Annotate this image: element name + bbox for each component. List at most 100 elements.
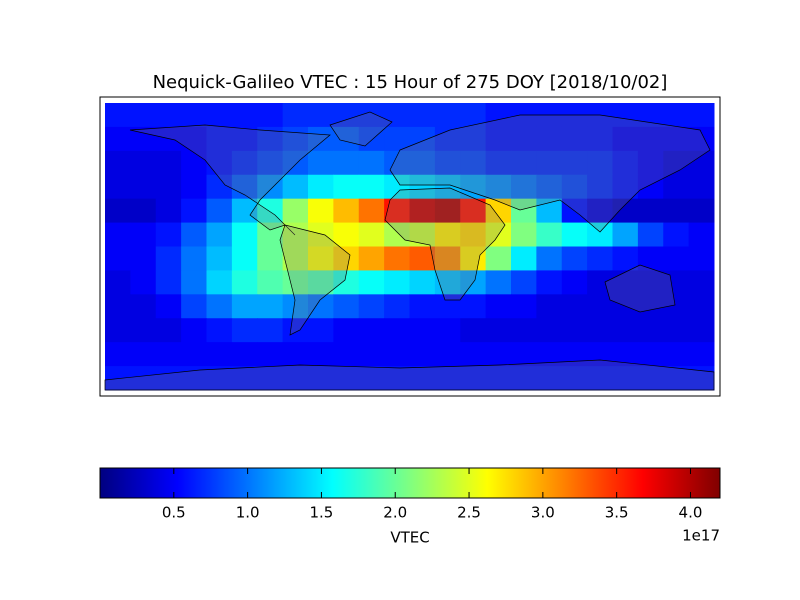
colorbar-ticks: 0.5 1.0 1.5 2.0 2.5 3.0 3.5 4.0 [162,468,703,522]
coastlines [104,111,715,391]
heat-cell [358,198,385,224]
colorbar-tick-label: 3.5 [605,504,629,522]
heat-cell [308,150,334,176]
heat-cell [409,126,436,152]
heat-cell [206,318,233,343]
heat-cell [688,318,715,343]
heat-cell [282,294,309,319]
heat-cell [181,342,207,367]
heat-cell [485,342,512,367]
heat-cell [333,318,360,343]
heat-cell [282,366,309,391]
heat-cell [333,150,360,176]
heat-cell [308,174,334,200]
heat-cell [130,198,157,224]
heat-cell [282,270,309,295]
heat-cell [257,270,284,295]
heat-cell [231,246,258,271]
heat-cell [105,270,131,295]
heat-cell [231,198,258,224]
heat-cell [181,222,207,247]
heat-cell [105,126,131,152]
heat-cell [181,174,207,200]
heat-cell [181,246,207,271]
heat-cell [358,103,385,128]
heat-cell [511,294,537,319]
heat-cell [231,366,258,391]
heat-cell [434,103,461,128]
heat-cell [308,318,334,343]
heat-cell [536,294,563,319]
heat-cell [637,366,664,391]
heat-cell [206,103,233,128]
heat-cell [308,366,334,391]
heat-cell [587,294,613,319]
colorbar-tick-label: 4.0 [679,504,703,522]
heat-cell [460,126,487,152]
heat-cell [561,222,588,247]
heat-cell [434,150,461,176]
north-america [129,124,331,236]
heat-cell [358,270,385,295]
heat-cell [282,150,309,176]
heat-cell [663,174,690,200]
heat-cell [587,150,613,176]
heat-cell [206,222,233,247]
heat-cell [105,198,131,224]
heat-cell [511,174,537,200]
heat-cell [105,103,131,128]
heat-cell [206,246,233,271]
antarctica [104,359,715,391]
heat-cell [536,366,563,391]
heat-cell [587,270,613,295]
heat-cell [587,246,613,271]
heat-cell [511,246,537,271]
heat-cell [155,246,182,271]
heat-cell [460,294,487,319]
heat-cell [105,294,131,319]
heat-cell [333,198,360,224]
heat-cell [511,318,537,343]
heat-cell [333,126,360,152]
heat-cell [561,318,588,343]
south-america [279,224,351,336]
heat-cell [663,198,690,224]
heat-cell [434,318,461,343]
heat-cell [105,222,131,247]
heat-cell [384,294,410,319]
heat-cell [485,270,512,295]
heat-cell [358,222,385,247]
heat-cell [333,103,360,128]
heat-cell [105,342,131,367]
eurasia [389,114,711,233]
heat-cell [434,222,461,247]
colorbar-tick-label: 2.5 [457,504,481,522]
colorbar-label: VTEC [390,529,429,547]
heat-cell [206,366,233,391]
heat-cell [308,270,334,295]
heat-cell [561,150,588,176]
heat-cell [206,198,233,224]
heat-cell [409,103,436,128]
heat-cell [409,318,436,343]
heat-cell [358,318,385,343]
heat-cell [637,103,664,128]
heat-cell [130,246,157,271]
heat-cell [231,270,258,295]
heat-cell [409,174,436,200]
heat-cell [511,150,537,176]
heat-cell [231,294,258,319]
heat-cell [536,318,563,343]
heat-cell [155,270,182,295]
heat-cell [181,198,207,224]
heat-cell [460,198,487,224]
heat-cell [155,366,182,391]
heat-cell [663,318,690,343]
heat-cell [155,318,182,343]
heat-cell [511,342,537,367]
heat-cell [257,342,284,367]
colorbar-tick-label: 0.5 [162,504,186,522]
heat-cell [612,150,639,176]
heat-cell [358,246,385,271]
heat-cell [231,150,258,176]
